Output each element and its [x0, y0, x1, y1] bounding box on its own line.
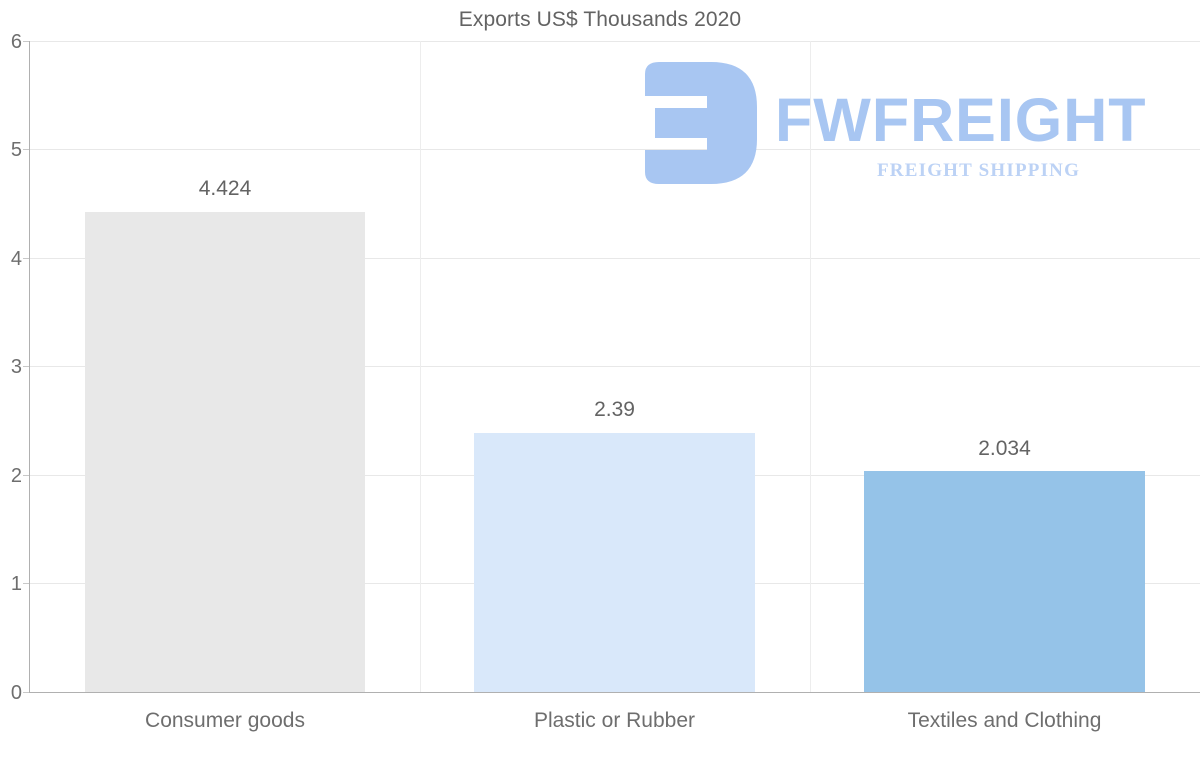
gridline-y-6: [29, 41, 1200, 42]
y-tick-mark-4: [23, 258, 29, 259]
bar-plastic-or-rubber[interactable]: [474, 432, 755, 692]
y-tick-label-6: 6: [10, 31, 22, 53]
gridline-x-1: [420, 41, 421, 692]
bar-value-consumer-goods: 4.424: [198, 177, 252, 200]
x-axis-line: [29, 692, 1200, 693]
gridline-y-5: [29, 149, 1200, 150]
y-tick-mark-6: [23, 41, 29, 42]
y-tick-mark-1: [23, 583, 29, 584]
bar-textiles-and-clothing[interactable]: [864, 471, 1145, 692]
x-tick-label-textiles-and-clothing: Textiles and Clothing: [907, 709, 1102, 732]
gridline-y-4: [29, 258, 1200, 259]
bar-value-plastic-or-rubber: 2.39: [594, 398, 635, 421]
bar-consumer-goods[interactable]: [85, 212, 365, 692]
y-tick-label-2: 2: [10, 465, 22, 487]
bar-value-textiles-and-clothing: 2.034: [978, 437, 1031, 460]
y-tick-label-0: 0: [10, 682, 22, 704]
x-tick-label-plastic-or-rubber: Plastic or Rubber: [533, 709, 696, 732]
y-tick-mark-3: [23, 366, 29, 367]
y-tick-label-5: 5: [10, 139, 22, 161]
y-tick-mark-5: [23, 149, 29, 150]
gridline-y-3: [29, 366, 1200, 367]
plot-area: [29, 41, 1200, 692]
y-tick-mark-0: [23, 692, 29, 693]
y-tick-label-3: 3: [10, 356, 22, 378]
y-tick-mark-2: [23, 475, 29, 476]
y-tick-label-4: 4: [10, 248, 22, 270]
y-tick-label-1: 1: [10, 573, 22, 595]
x-tick-label-consumer-goods: Consumer goods: [145, 709, 305, 732]
chart-title: Exports US$ Thousands 2020: [458, 8, 742, 31]
y-axis-line: [29, 41, 30, 693]
gridline-x-2: [810, 41, 811, 692]
